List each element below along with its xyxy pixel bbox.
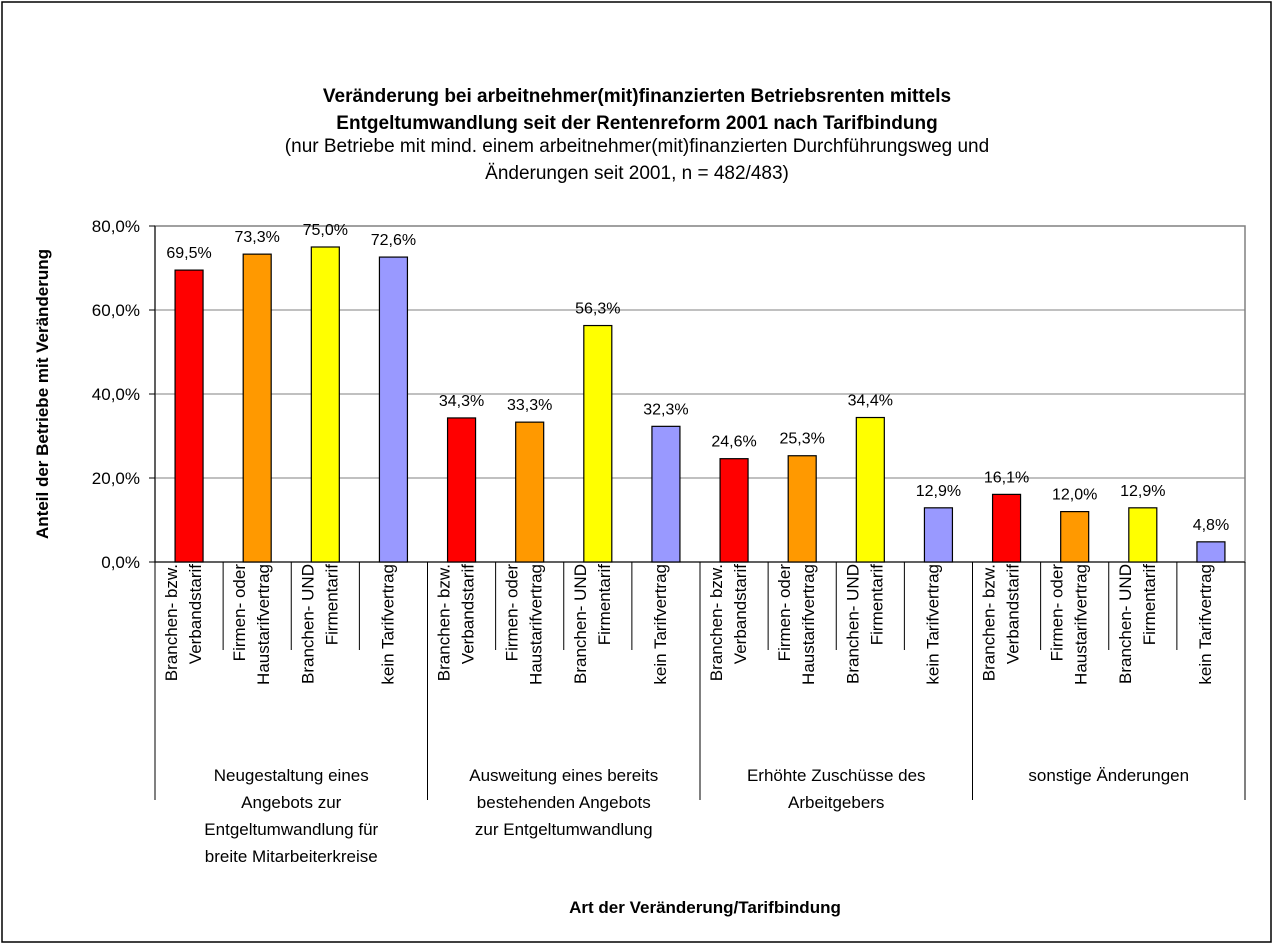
bar (787, 455, 817, 563)
y-tick-label: 80,0% (92, 217, 140, 236)
bar (446, 417, 477, 563)
x-axis-label: Art der Veränderung/Tarifbindung (569, 898, 841, 917)
y-tick-label: 0,0% (101, 553, 140, 572)
bar (174, 269, 204, 563)
data-label: 33,3% (507, 397, 552, 414)
y-tick-label: 40,0% (92, 385, 140, 404)
series-label: Firmen- oder Haustarifvertrag (1048, 564, 1091, 685)
chart-subtitle: (nur Betriebe mit mind. einem arbeitnehm… (285, 136, 989, 184)
bar (1128, 507, 1158, 563)
y-tick-label: 60,0% (92, 301, 140, 320)
data-label: 75,0% (303, 222, 348, 239)
series-label: kein Tarifvertrag (651, 564, 670, 685)
x-category-label: Neugestaltung eines Angebots zur Entgeltum… (204, 766, 378, 866)
series-label: kein Tarifvertrag (923, 564, 942, 685)
data-label: 32,3% (643, 401, 688, 418)
chart-title: Veränderung bei arbeitnehmer(mit)finanzi… (323, 86, 951, 134)
series-label: kein Tarifvertrag (378, 564, 397, 685)
data-label: 73,3% (235, 229, 280, 246)
x-category-label: sonstige Änderungen (1028, 766, 1189, 785)
data-label: 16,1% (984, 469, 1029, 486)
y-tick-label: 20,0% (92, 469, 140, 488)
bar (923, 507, 954, 563)
series-label: kein Tarifvertrag (1196, 564, 1215, 685)
bar (991, 493, 1022, 563)
bar (855, 416, 885, 563)
data-label: 69,5% (166, 245, 211, 262)
data-label: 24,6% (711, 434, 756, 451)
series-label: Branchen- bzw. Verbandstarif (435, 564, 478, 681)
data-label: 56,3% (575, 301, 620, 318)
bar (583, 324, 613, 563)
bar (242, 253, 272, 563)
series-label: Branchen- UND Firmentarif (298, 564, 341, 684)
series-label: Branchen- UND Firmentarif (843, 564, 886, 684)
series-label: Firmen- oder Haustarifvertrag (775, 564, 818, 685)
series-label: Branchen- UND Firmentarif (1116, 564, 1159, 684)
data-label: 34,3% (439, 393, 484, 410)
series-label: Firmen- oder Haustarifvertrag (230, 564, 273, 685)
x-category-label: Ausweitung eines bereits bestehenden Ange… (469, 766, 658, 839)
bar (310, 246, 340, 563)
data-label: 4,8% (1193, 517, 1229, 534)
y-axis-label: Anteil der Betriebe mit Veränderung (33, 249, 52, 539)
data-label: 12,9% (916, 483, 961, 500)
series-label: Branchen- bzw. Verbandstarif (980, 564, 1023, 681)
series-label: Branchen- bzw. Verbandstarif (707, 564, 750, 681)
data-label: 12,0% (1052, 487, 1097, 504)
data-label: 12,9% (1120, 483, 1165, 500)
bar (719, 458, 749, 563)
bar (1060, 511, 1090, 563)
data-label: 34,4% (848, 393, 893, 410)
series-label: Firmen- oder Haustarifvertrag (503, 564, 546, 685)
x-category-label: Erhöhte Zuschüsse des Arbeitgebers (747, 766, 926, 812)
bar (378, 256, 409, 563)
bar (515, 421, 545, 563)
series-label: Branchen- UND Firmentarif (571, 564, 614, 684)
series-label: Branchen- bzw. Verbandstarif (162, 564, 205, 681)
data-label: 25,3% (780, 431, 825, 448)
data-label: 72,6% (371, 232, 416, 249)
bar (651, 425, 681, 563)
bar (1196, 541, 1226, 563)
